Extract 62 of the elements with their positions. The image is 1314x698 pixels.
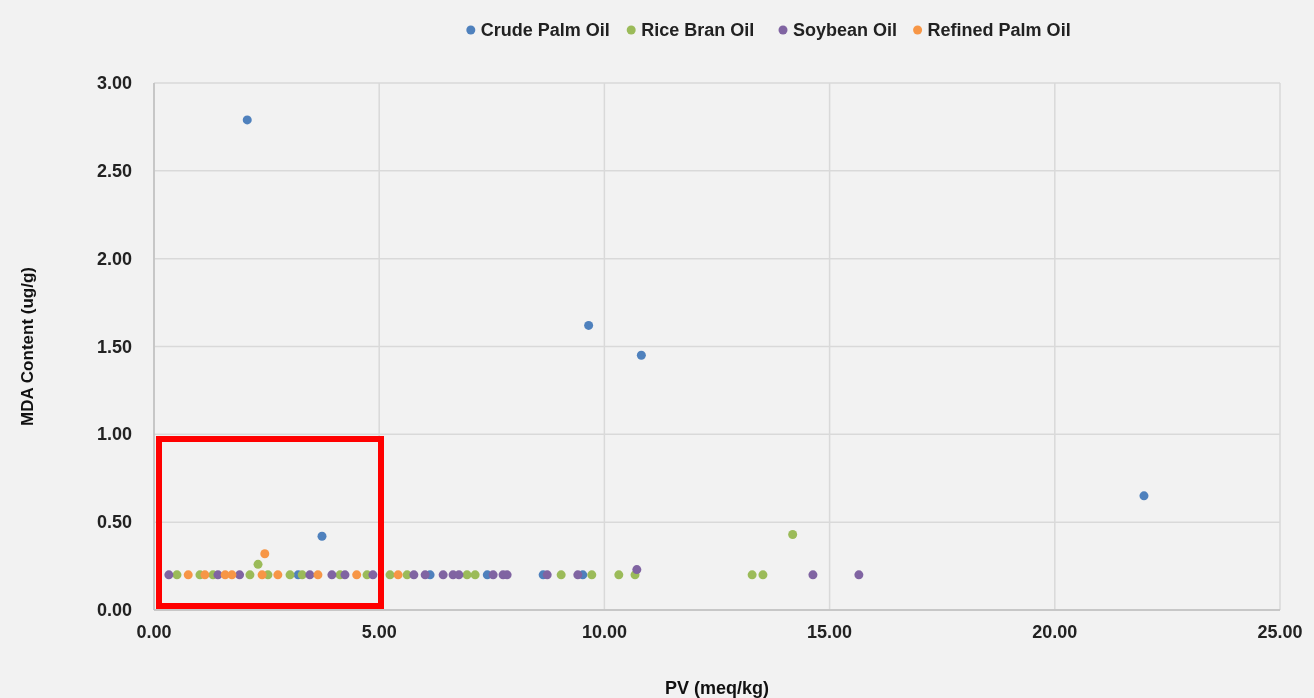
point <box>462 570 472 580</box>
point <box>758 570 768 580</box>
point <box>409 570 419 580</box>
point <box>542 570 552 580</box>
point <box>305 570 315 580</box>
x-tick-label: 0.00 <box>136 622 172 642</box>
x-tick-label: 10.00 <box>581 622 627 642</box>
point <box>470 570 480 580</box>
y-tick-label: 3.00 <box>96 73 132 93</box>
point <box>327 570 337 580</box>
x-tick-label: 15.00 <box>807 622 853 642</box>
y-tick-label: 0.00 <box>96 600 132 620</box>
point <box>313 570 323 580</box>
y-tick-label: 2.00 <box>96 248 132 269</box>
point <box>420 570 430 580</box>
point <box>747 570 757 580</box>
point <box>788 529 798 539</box>
point <box>1139 491 1149 501</box>
point <box>614 570 624 580</box>
point <box>573 570 583 580</box>
point <box>438 570 448 580</box>
point <box>227 570 237 580</box>
point <box>340 570 350 580</box>
legend-label: Refined Palm Oil <box>927 20 1071 40</box>
y-tick-label: 2.50 <box>96 160 132 181</box>
point <box>854 570 864 580</box>
point <box>253 559 263 569</box>
point <box>200 570 210 580</box>
legend-label: Crude Palm Oil <box>480 20 610 40</box>
point <box>164 570 174 580</box>
point <box>636 350 646 360</box>
legend-label: Rice Bran Oil <box>641 20 755 40</box>
point <box>317 531 327 541</box>
point <box>488 570 498 580</box>
point <box>556 570 566 580</box>
y-tick-label: 1.50 <box>96 336 132 357</box>
y-tick-label: 0.50 <box>96 512 132 533</box>
point <box>242 115 252 125</box>
x-tick-label: 20.00 <box>1032 622 1078 642</box>
point <box>172 570 182 580</box>
point <box>587 570 597 580</box>
point <box>260 549 270 559</box>
point <box>393 570 403 580</box>
point <box>385 570 395 580</box>
point <box>183 570 193 580</box>
y-tick-label: 1.00 <box>96 424 132 445</box>
point <box>368 570 378 580</box>
point <box>257 570 267 580</box>
x-axis-title: PV (meq/kg) <box>664 678 770 698</box>
point <box>808 570 818 580</box>
point <box>235 570 245 580</box>
x-tick-label: 25.00 <box>1257 622 1303 642</box>
x-tick-label: 5.00 <box>361 622 397 642</box>
legend-label: Soybean Oil <box>793 20 898 40</box>
point <box>285 570 295 580</box>
point <box>352 570 362 580</box>
point <box>297 570 307 580</box>
y-axis-title: MDA Content (ug/g) <box>18 267 37 426</box>
point <box>273 570 283 580</box>
point <box>632 565 642 575</box>
point <box>584 320 594 330</box>
point <box>245 570 255 580</box>
